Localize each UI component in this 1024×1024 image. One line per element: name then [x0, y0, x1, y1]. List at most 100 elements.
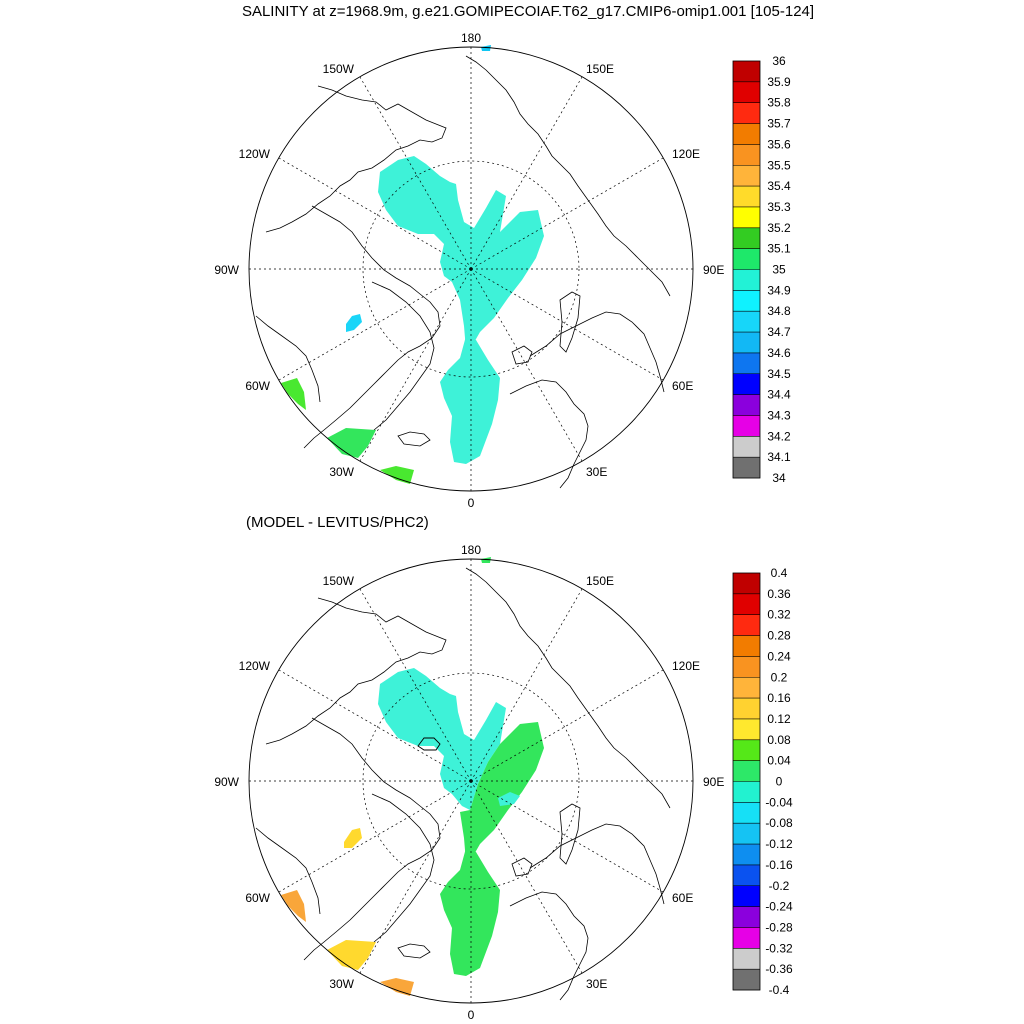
coastline-siberia-east: [465, 567, 671, 809]
salinity-colorbar-swatch: [733, 394, 760, 416]
salinity-colorbar-swatch: [733, 61, 760, 83]
longitude-labels: 180 0 90W 90E 150W 120W 60W 30W 150E 120…: [214, 543, 724, 1022]
yellow-spot-baffin: [344, 828, 362, 848]
difference-colorbar-swatch: [733, 948, 760, 970]
salinity-colorbar-tick-label: 35.7: [767, 117, 791, 131]
difference-colorbar-tick-label: -0.24: [765, 900, 793, 914]
difference-colorbar-tick-label: 0: [776, 775, 783, 789]
coastline-alaska: [265, 597, 447, 745]
salinity-colorbar-swatch: [733, 436, 760, 458]
aqua-region-canada-basin: [378, 668, 506, 810]
label-120e: 120E: [672, 659, 700, 673]
difference-colorbar-tick-label: 0.04: [767, 754, 791, 768]
salinity-colorbar-tick-label: 35.8: [767, 96, 791, 110]
coastlines: [255, 55, 671, 489]
map-boundary: [248, 46, 694, 492]
meridian-120e: [470, 157, 664, 270]
meridian-60w: [278, 780, 472, 893]
difference-colorbar-swatch: [733, 635, 760, 657]
coastline-canadian-archipelago: [303, 205, 441, 449]
label-150e: 150E: [586, 574, 614, 588]
difference-colorbar-tick-label: 0.32: [767, 608, 791, 622]
salinity-colorbar-tick-label: 36: [772, 54, 786, 68]
salinity-colorbar-tick-label: 34.6: [767, 346, 791, 360]
salinity-colorbar-tick-label: 35.9: [767, 75, 791, 89]
label-120w: 120W: [239, 659, 271, 673]
difference-colorbar-swatch: [733, 927, 760, 949]
label-30e: 30E: [586, 465, 607, 479]
salinity-colorbar-tick-label: 34.7: [767, 325, 791, 339]
salinity-colorbar: 36 35.9 35.8 35.7 35.6 35.5 35.4 35.3 35.2 35.1 35…: [732, 54, 791, 485]
aqua-region-fram-strait: [440, 336, 500, 464]
salinity-colorbar-swatch: [733, 206, 760, 229]
graticule: [249, 47, 693, 491]
difference-colorbar-tick-label: -0.28: [765, 920, 793, 934]
difference-colorbar-tick-label: 0.12: [767, 712, 791, 726]
green-region-eurasian-basin: [460, 722, 544, 862]
coastline-alaska: [265, 85, 447, 233]
label-150w: 150W: [323, 62, 355, 76]
difference-colorbar-swatch: [733, 739, 760, 761]
label-60e: 60E: [672, 379, 693, 393]
salinity-colorbar-tick-label: 35: [772, 263, 786, 277]
salinity-colorbar-tick-label: 34.3: [767, 408, 791, 422]
coastline-russia-north: [529, 311, 665, 393]
label-30e: 30E: [586, 977, 607, 991]
coastline-russia-north: [529, 823, 665, 905]
difference-subtitle: (MODEL - LEVITUS/PHC2): [246, 514, 429, 531]
salinity-colorbar-swatch: [733, 102, 760, 124]
salinity-colorbar-swatch: [733, 373, 760, 395]
salinity-colorbar-swatch: [733, 269, 760, 291]
difference-colorbar-tick-label: 0.2: [771, 670, 788, 684]
label-60e: 60E: [672, 891, 693, 905]
label-150w: 150W: [323, 574, 355, 588]
latitude-circle-70n: [362, 160, 580, 378]
coastline-greenland: [371, 281, 435, 431]
small-blue-spot-bering: [481, 45, 491, 51]
green-spot-bering: [481, 557, 491, 563]
orange-region-east-atlantic: [380, 978, 414, 996]
difference-colorbar-swatch: [733, 864, 760, 887]
small-cyan-spot-baffin: [346, 314, 362, 332]
coastline-novaya-zemlya: [559, 291, 581, 353]
salinity-colorbar-swatch: [733, 165, 760, 187]
coastline-scandinavia: [509, 891, 589, 1001]
coastline-canadian-archipelago: [303, 717, 441, 961]
coastline-scandinavia: [509, 379, 589, 489]
label-60w: 60W: [245, 379, 270, 393]
difference-field: [281, 557, 544, 996]
aqua-region-arctic: [378, 156, 544, 350]
meridian-60e: [470, 268, 664, 381]
meridian-150w: [359, 588, 472, 782]
salinity-polar-map: 180 0 90W 90E 150W 120W 60W 30W 150E 120…: [214, 31, 791, 510]
label-60w: 60W: [245, 891, 270, 905]
label-180: 180: [461, 31, 481, 45]
label-180: 180: [461, 543, 481, 557]
meridian-60e: [470, 780, 664, 893]
difference-colorbar-tick-label: -0.4: [769, 983, 790, 997]
difference-colorbar: 0.4 0.36 0.32 0.28 0.24 0.2 0.16 0.12 0.08 0.04 0 -…: [732, 566, 793, 997]
meridian-120w: [278, 669, 472, 782]
meridian-30e: [470, 780, 583, 974]
label-90e: 90E: [703, 263, 724, 277]
difference-colorbar-tick-label: -0.2: [769, 879, 790, 893]
label-30w: 30W: [329, 977, 354, 991]
coastline-svalbard: [511, 857, 533, 877]
label-90w: 90W: [214, 263, 239, 277]
label-120e: 120E: [672, 147, 700, 161]
meridian-150e: [470, 588, 583, 782]
longitude-labels: 180 0 90W 90E 150W 120W 60W 30W 150E 120…: [214, 31, 724, 510]
salinity-colorbar-swatch: [733, 311, 760, 333]
graticule: [249, 559, 693, 1003]
difference-colorbar-swatch: [733, 760, 760, 782]
difference-colorbar-swatch: [733, 781, 760, 803]
green-region-fram-strait: [440, 848, 500, 976]
salinity-colorbar-swatch: [733, 227, 760, 249]
meridian-30e: [470, 268, 583, 462]
lime-region-east-atlantic: [380, 466, 414, 484]
green-region-irminger: [327, 428, 376, 458]
label-90e: 90E: [703, 775, 724, 789]
difference-colorbar-swatch: [733, 969, 760, 991]
salinity-colorbar-tick-label: 34.2: [767, 429, 791, 443]
yellow-region-irminger: [327, 940, 376, 970]
